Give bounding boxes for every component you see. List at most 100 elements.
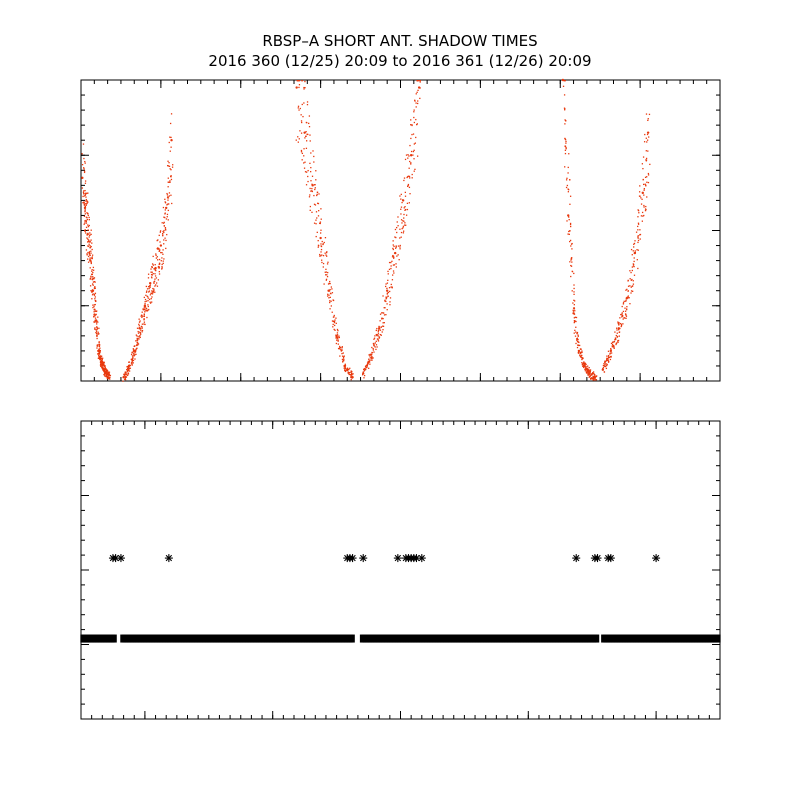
data-point [295, 86, 298, 89]
data-point [371, 357, 373, 360]
data-point [391, 260, 393, 262]
data-point [412, 133, 415, 135]
data-point [589, 375, 591, 377]
data-point [167, 203, 169, 205]
asterisk-point [116, 554, 125, 563]
data-point [413, 170, 415, 172]
data-point [130, 362, 133, 364]
data-point [321, 261, 323, 264]
data-point [404, 195, 407, 197]
data-point [320, 251, 322, 253]
data-point [407, 185, 409, 187]
data-point [368, 358, 370, 360]
data-point [105, 371, 107, 373]
data-point [164, 216, 166, 219]
data-point [341, 358, 344, 361]
data-point [586, 372, 588, 374]
data-point [390, 267, 392, 270]
data-point [131, 355, 134, 357]
data-point [399, 228, 401, 230]
data-point [151, 290, 153, 292]
data-point [166, 216, 168, 218]
data-point [369, 363, 371, 365]
data-point [565, 179, 568, 181]
data-point [391, 279, 394, 281]
data-point [170, 178, 173, 181]
data-point [325, 254, 327, 256]
data-point [394, 247, 397, 249]
data-point [637, 223, 640, 225]
data-point [162, 206, 165, 209]
data-point [144, 303, 146, 305]
data-point [573, 299, 575, 301]
data-point [319, 253, 321, 256]
data-point [124, 372, 126, 374]
data-point [616, 340, 619, 342]
data-point [306, 140, 308, 142]
data-point [570, 259, 572, 261]
data-point [374, 342, 377, 344]
data-point [167, 197, 170, 199]
data-point [95, 300, 97, 303]
data-point [141, 327, 143, 329]
data-point [583, 361, 585, 363]
data-point [377, 333, 380, 335]
data-point [140, 315, 142, 317]
data-point [154, 285, 156, 287]
data-point [136, 344, 138, 347]
data-point [101, 362, 103, 364]
data-point [384, 307, 386, 309]
data-point [143, 314, 145, 316]
data-point [386, 282, 389, 284]
data-point [375, 340, 377, 342]
data-point [645, 150, 647, 152]
data-point [417, 102, 419, 105]
data-point [322, 262, 325, 265]
data-point [131, 360, 134, 362]
data-point [590, 374, 592, 376]
data-point [155, 284, 157, 286]
data-point [168, 165, 171, 168]
data-point [609, 349, 613, 353]
data-point [619, 317, 621, 319]
data-point [87, 213, 89, 215]
data-point [406, 208, 409, 211]
data-point [93, 321, 96, 323]
data-point [627, 285, 630, 287]
data-point [154, 273, 156, 275]
data-point [637, 236, 639, 238]
data-point [89, 285, 92, 287]
data-point [96, 344, 99, 346]
data-point [403, 213, 405, 216]
data-point [567, 166, 569, 169]
data-point [83, 195, 86, 197]
data-point [94, 309, 96, 311]
data-point [646, 141, 648, 143]
data-point [158, 258, 161, 261]
data-point [96, 327, 98, 329]
data-point [399, 246, 401, 248]
data-point [162, 232, 164, 235]
data-point [386, 293, 388, 295]
data-point [401, 222, 403, 224]
data-point [329, 288, 331, 291]
data-point [403, 207, 405, 209]
data-point [588, 374, 590, 376]
data-point [573, 313, 576, 315]
data-point [363, 374, 366, 377]
data-point [361, 374, 364, 376]
data-point [139, 334, 141, 337]
data-point [91, 257, 93, 260]
data-point [84, 160, 86, 163]
data-point [342, 359, 345, 362]
data-point [158, 247, 160, 250]
data-point [584, 365, 587, 367]
data-point [614, 337, 617, 339]
data-point [89, 245, 91, 247]
data-point [96, 323, 98, 325]
data-point [313, 222, 316, 224]
data-point [86, 237, 88, 239]
data-point [89, 246, 92, 249]
asterisk-point [652, 554, 661, 563]
data-point [409, 177, 411, 179]
